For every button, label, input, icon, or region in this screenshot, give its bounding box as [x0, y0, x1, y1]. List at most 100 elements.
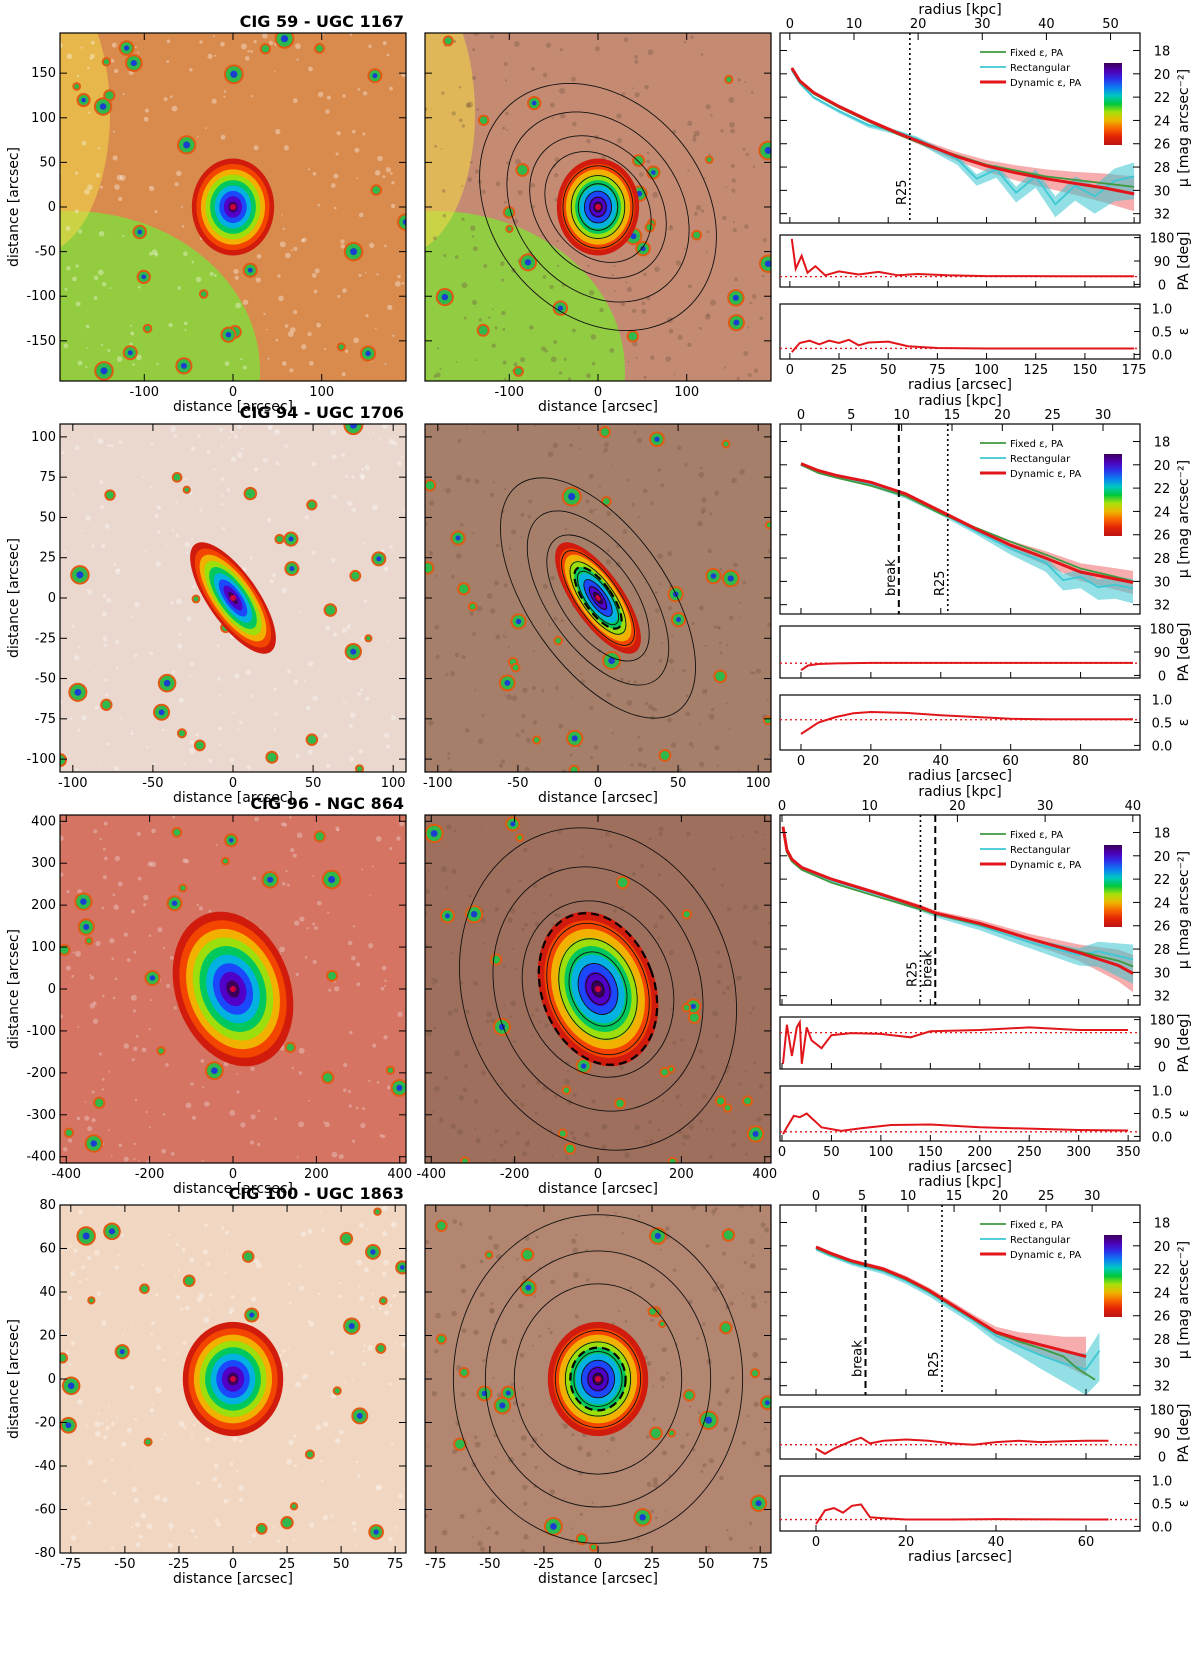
x-tick-label: 0: [229, 776, 237, 791]
galaxy-body: [547, 1321, 649, 1437]
mu-tick-label: 22: [1154, 1263, 1171, 1278]
kpc-tick-label: 30: [974, 17, 991, 32]
pa-tick-label: 180: [1150, 1014, 1175, 1029]
galaxy-image: -75 -50 -25 0 25 50 75 -80 -60 -40 -20 0 20 40 60 80 dis…: [6, 1198, 407, 1587]
y-tick-label: -200: [26, 1066, 56, 1081]
isophote-ellipse: [479, 83, 717, 331]
pa-tick-label: 0: [1158, 1060, 1166, 1075]
rectangular-band: [783, 829, 1134, 984]
x-tick-label: 0: [594, 776, 602, 791]
mu-tick-label: 20: [1154, 850, 1171, 865]
radius-tick-label: 0: [812, 1535, 820, 1550]
inner-isophotes: [554, 1330, 642, 1428]
y-tick-label: -100: [26, 1024, 56, 1039]
eps-axis-label: ε: [1176, 719, 1192, 727]
kpc-tick-label: 20: [949, 799, 966, 814]
break-isophote: [537, 912, 659, 1066]
eps-tick-label: 0.5: [1152, 717, 1173, 732]
kpc-tick-label: 10: [846, 17, 863, 32]
isophote-ellipse: [546, 534, 650, 662]
rectangular-profile: [791, 69, 1135, 206]
x-tick-label: -50: [479, 1557, 500, 1572]
mu-tick-label: 26: [1154, 138, 1171, 153]
mu-tick-label: 20: [1154, 68, 1171, 83]
galaxy-title: CIG 59 - UGC 1167: [240, 12, 404, 31]
mu-tick-label: 26: [1154, 920, 1171, 935]
x-tick-label: -75: [60, 1557, 81, 1572]
pa-dynamic-line: [790, 238, 1135, 278]
isophote-ellipse: [500, 477, 696, 719]
eps-plot: 0.0 0.5 1.0 ε: [780, 1475, 1192, 1535]
x-tick-label: -25: [168, 1557, 189, 1572]
legend-entry: Dynamic ε, PA: [1010, 1250, 1081, 1261]
surface-brightness-plot: [790, 66, 1135, 218]
mu-tick-label: 22: [1154, 482, 1171, 497]
rectangular-profile: [782, 830, 1134, 961]
eps-dynamic-line: [782, 1112, 1129, 1135]
pa-dynamic-line: [815, 1436, 1109, 1455]
profile-plots: break R25 18 20 22 24 26 28 30 32 μ [mag arcsec⁻²]…: [779, 1174, 1192, 1565]
mu-axis-label: μ [mag arcsec⁻²]: [1176, 460, 1192, 578]
eps-frame: [779, 303, 1141, 360]
radius-tick-label: 150: [918, 1145, 943, 1160]
eps-tick-label: 0.0: [1152, 1130, 1173, 1145]
mu-tick-label: 30: [1154, 184, 1171, 199]
mu-tick-label: 28: [1154, 552, 1171, 567]
legend-entry: Fixed ε, PA: [1010, 1220, 1063, 1231]
profile-plots: break R25 18 20 22 24 26 28 30 32 μ [mag arcsec⁻²]…: [779, 393, 1192, 784]
profile-frame: [779, 1204, 1141, 1396]
x-axis-label: distance [arcsec]: [538, 1181, 658, 1197]
x-tick-label: 50: [698, 1557, 715, 1572]
mu-tick-label: 24: [1154, 505, 1171, 520]
radius-tick-label: 75: [929, 363, 946, 378]
x-tick-label: 100: [381, 776, 406, 791]
kpc-tick-label: 25: [1044, 408, 1061, 423]
kpc-tick-label: 5: [858, 1189, 866, 1204]
galaxy-title: CIG 96 - NGC 864: [250, 794, 404, 813]
eps-tick-label: 0.0: [1152, 739, 1173, 754]
x-axis-label: distance [arcsec]: [538, 399, 658, 415]
radius-tick-label: 300: [1066, 1145, 1091, 1160]
y-tick-label: -100: [26, 289, 56, 304]
eps-frame: [779, 1085, 1141, 1142]
y-tick-label: 25: [39, 551, 56, 566]
legend: Fixed ε, PA Rectangular Dynamic ε, PA: [980, 48, 1081, 89]
galaxy-row-2: CIG 96 - NGC 864-400 -200 0 200 400-400-300-…: [6, 784, 1192, 1197]
kpc-tick-label: 25: [1038, 1189, 1055, 1204]
mu-tick-label: 32: [1154, 599, 1171, 614]
pa-tick-label: 0: [1158, 669, 1166, 684]
legend-entry: Dynamic ε, PA: [1010, 78, 1081, 89]
y-tick-label: 60: [39, 1242, 56, 1257]
x-tick-label: 0: [594, 1557, 602, 1572]
x-axis-label: distance [arcsec]: [173, 1571, 293, 1587]
bright-halo: [425, 211, 625, 381]
x-tick-label: 50: [333, 1557, 350, 1572]
radius-tick-label: 80: [1072, 754, 1089, 769]
y-tick-label: 0: [48, 591, 56, 606]
eps-dynamic-line: [815, 1503, 1109, 1525]
y-tick-label: 100: [31, 111, 56, 126]
radius-tick-label: 350: [1116, 1145, 1141, 1160]
colorbar: [1104, 63, 1122, 145]
galaxy-title: CIG 94 - UGC 1706: [240, 403, 404, 422]
y-tick-label: 0: [48, 982, 56, 997]
radius-tick-label: 40: [933, 754, 950, 769]
isophote-ellipse: [484, 1250, 712, 1508]
y-tick-label: 50: [39, 155, 56, 170]
y-axis-label: distance [arcsec]: [6, 929, 22, 1049]
mu-tick-label: 20: [1154, 459, 1171, 474]
eps-tick-label: 1.0: [1152, 1085, 1173, 1100]
x-axis-label: distance [arcsec]: [173, 1181, 293, 1197]
rectangular-band: [801, 463, 1133, 604]
kpc-tick-label: 0: [797, 408, 805, 423]
profile-plots: R25 break 18 20 22 24 26 28 30 32 μ [mag arcsec⁻²]…: [778, 784, 1192, 1175]
radius-tick-label: 50: [823, 1145, 840, 1160]
y-tick-label: -300: [26, 1108, 56, 1123]
mu-tick-label: 32: [1154, 990, 1171, 1005]
radius-axis-label: radius [arcsec]: [908, 768, 1012, 784]
galaxy-body: [190, 542, 276, 654]
eps-tick-label: 0.5: [1152, 1498, 1173, 1513]
profile-frame: [779, 814, 1141, 1006]
isophote-ellipse: [492, 866, 704, 1112]
isophote-image: -400 -200 0 200 400 distance [arcsec]: [416, 814, 777, 1197]
